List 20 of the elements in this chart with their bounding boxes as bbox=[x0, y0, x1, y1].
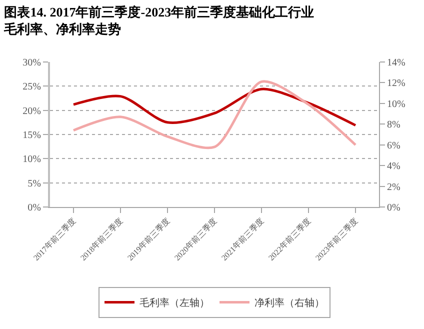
y-tick-label: 30% bbox=[22, 58, 41, 68]
legend-label: 净利率（右轴） bbox=[254, 297, 324, 310]
y2-tick-label: 2% bbox=[387, 182, 400, 193]
chart-title: 图表14. 2017年前三季度-2023年前三季度基础化工行业毛利率、净利率走势 bbox=[3, 4, 314, 36]
y2-tick-label: 6% bbox=[387, 140, 400, 152]
y-tick-label: 25% bbox=[22, 82, 41, 93]
y-tick-label: 10% bbox=[22, 154, 41, 166]
y-tick-label: 5% bbox=[28, 178, 41, 190]
y2-tick-label: 0% bbox=[387, 202, 400, 214]
line-series bbox=[72, 88, 357, 127]
y2-tick-label: 10% bbox=[387, 98, 406, 110]
y2-tick-label: 8% bbox=[387, 120, 400, 131]
line-series bbox=[72, 80, 357, 150]
legend-label: 毛利率（左轴） bbox=[140, 297, 210, 310]
y2-tick-label: 4% bbox=[387, 161, 400, 172]
y-tick-label: 15% bbox=[22, 130, 41, 141]
y-tick-label: 20% bbox=[22, 106, 41, 117]
y2-tick-label: 14% bbox=[387, 58, 406, 68]
y-tick-label: 0% bbox=[28, 202, 41, 214]
y2-tick-label: 12% bbox=[387, 78, 406, 90]
